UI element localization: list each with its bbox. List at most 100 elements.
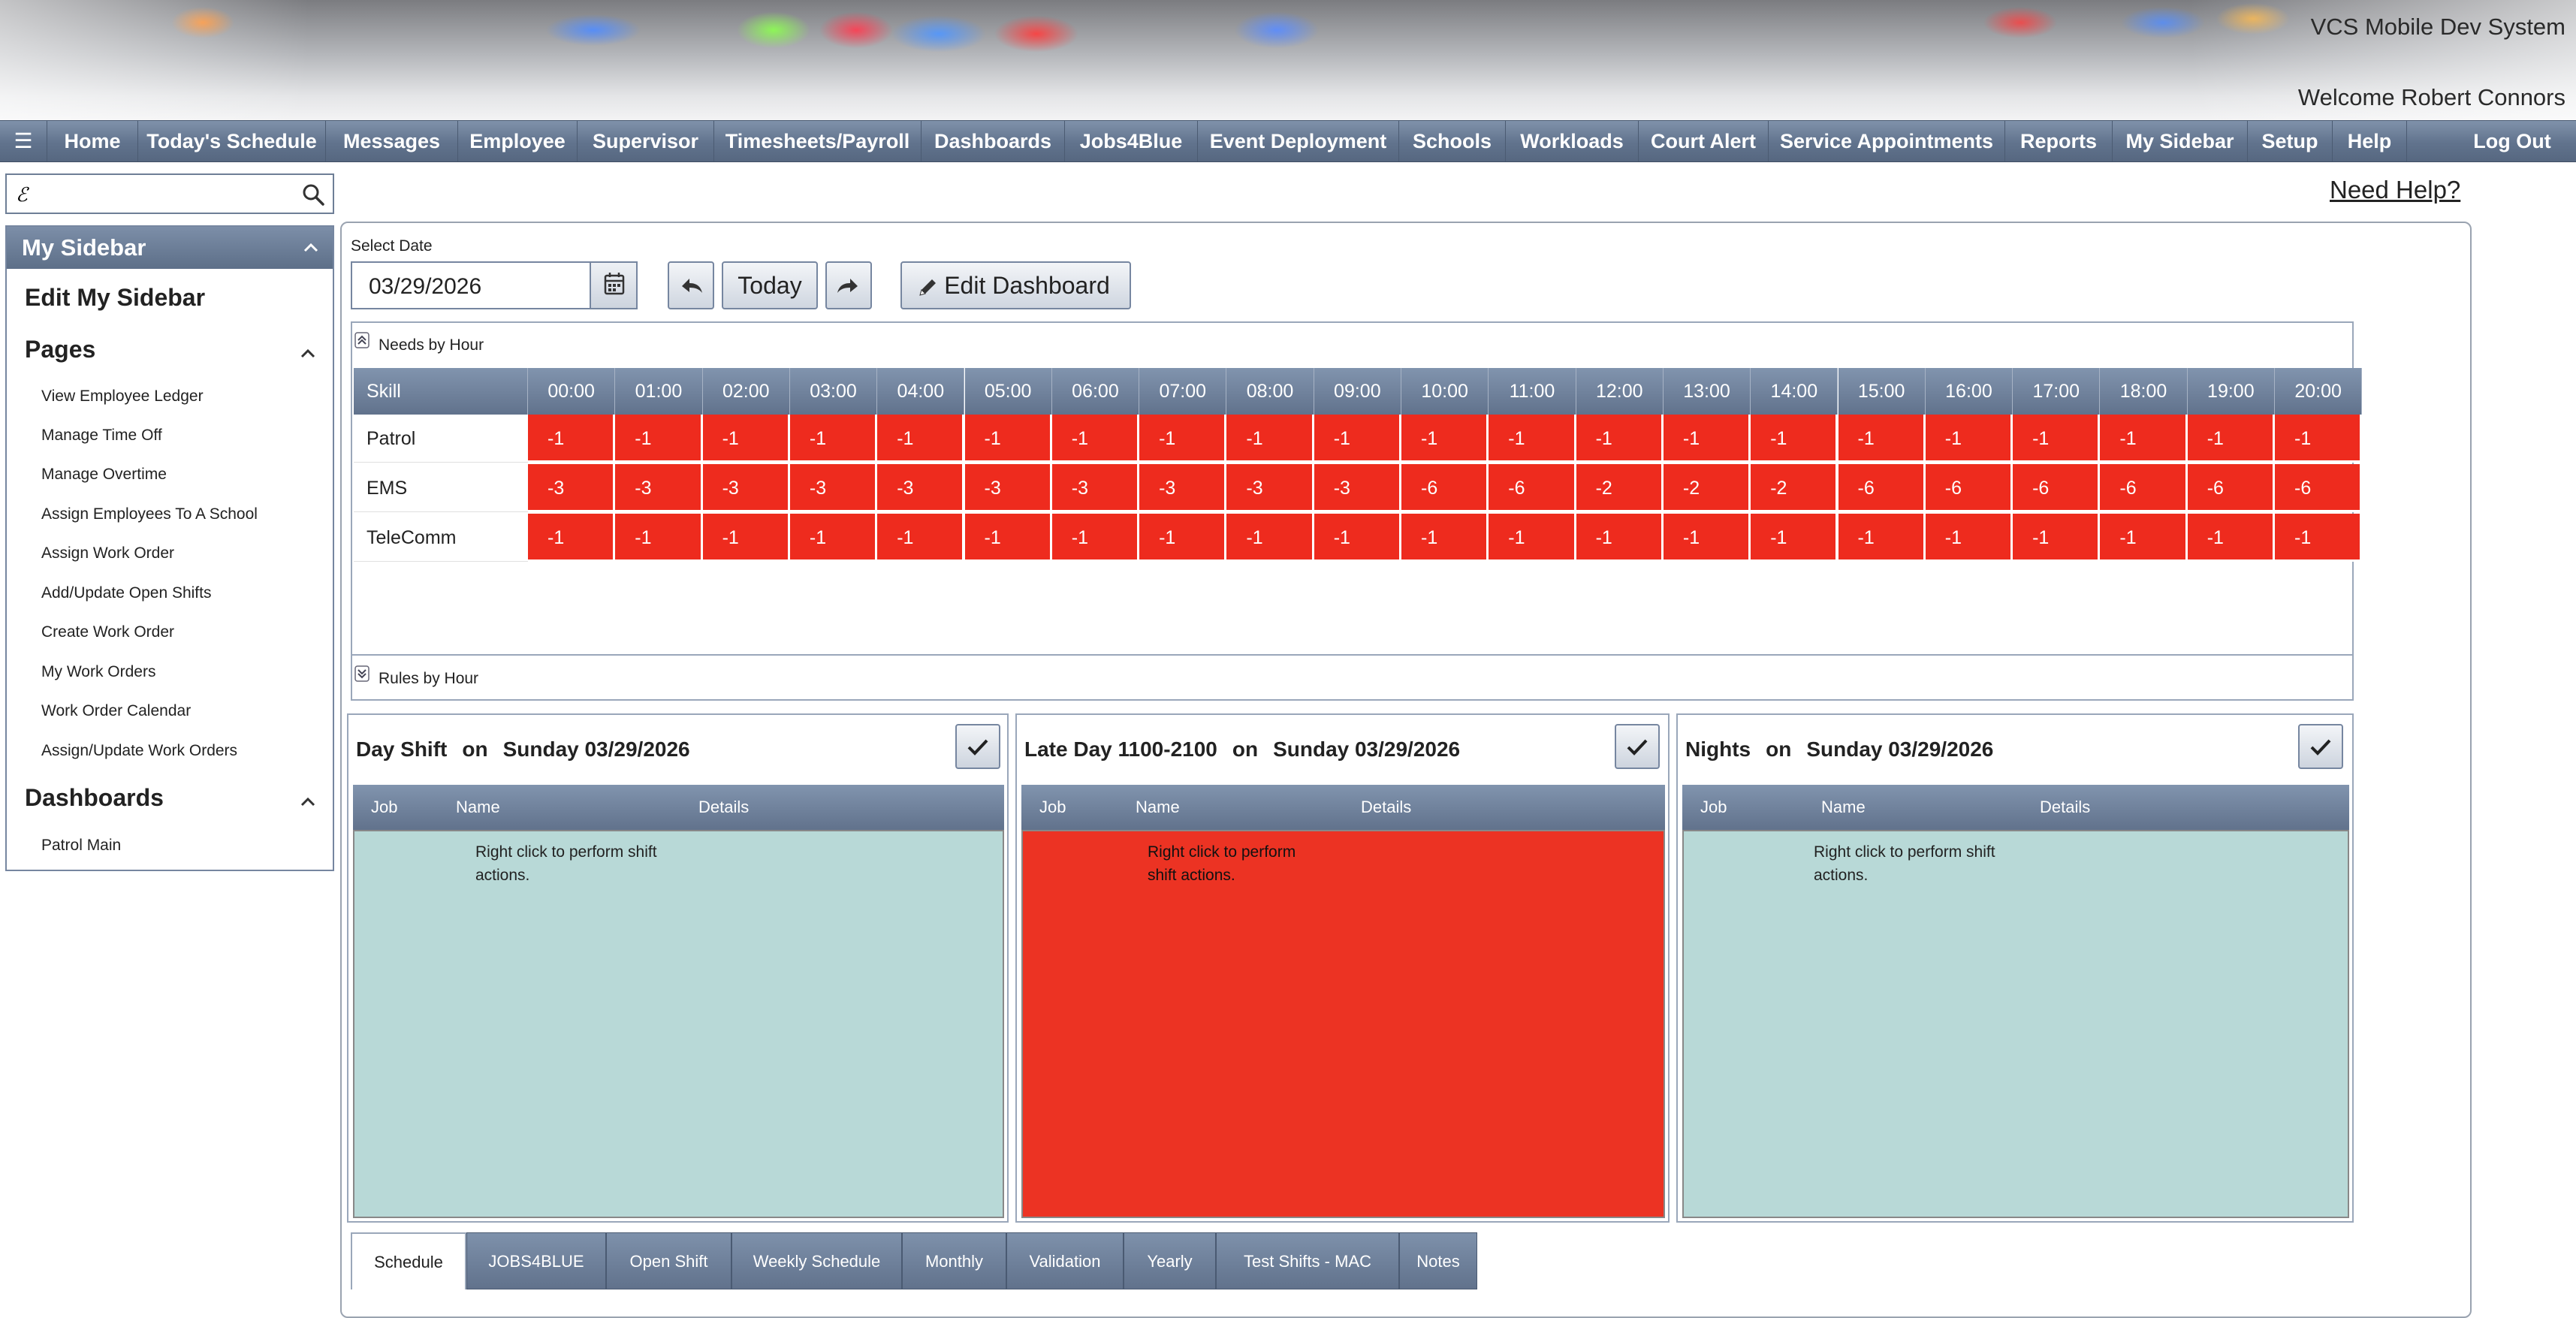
need-cell[interactable]: -1 <box>1401 514 1489 562</box>
need-cell[interactable]: -3 <box>877 464 965 512</box>
need-cell[interactable]: -1 <box>1663 514 1751 562</box>
shift-assignment-area[interactable]: Right click to perform shift actions. <box>1021 830 1665 1218</box>
nav-schools[interactable]: Schools <box>1399 121 1506 161</box>
nav-help[interactable]: Help <box>2333 121 2407 161</box>
sidebar-item-manage-overtime[interactable]: Manage Overtime <box>41 466 167 483</box>
need-cell[interactable]: -6 <box>1925 464 2013 512</box>
chevron-up-icon[interactable] <box>300 345 316 362</box>
nav-service-appointments[interactable]: Service Appointments <box>1769 121 2005 161</box>
need-cell[interactable]: -1 <box>1051 415 1140 463</box>
need-cell[interactable]: -1 <box>1226 415 1314 463</box>
need-cell[interactable]: -3 <box>1314 464 1401 512</box>
need-cell[interactable]: -1 <box>2275 514 2363 562</box>
need-cell[interactable]: -1 <box>615 415 703 463</box>
previous-day-button[interactable] <box>668 261 714 309</box>
need-cell[interactable]: -1 <box>789 514 878 562</box>
nav-event-deployment[interactable]: Event Deployment <box>1198 121 1399 161</box>
nav-todays-schedule[interactable]: Today's Schedule <box>138 121 326 161</box>
next-day-button[interactable] <box>825 261 872 309</box>
shift-confirm-button[interactable] <box>1615 724 1660 769</box>
need-cell[interactable]: -1 <box>964 415 1052 463</box>
need-cell[interactable]: -1 <box>1576 415 1664 463</box>
menu-icon[interactable]: ☰ <box>0 121 47 161</box>
nav-employee[interactable]: Employee <box>458 121 578 161</box>
need-cell[interactable]: -3 <box>528 464 616 512</box>
need-cell[interactable]: -1 <box>702 514 790 562</box>
need-cell[interactable]: -1 <box>2013 514 2101 562</box>
need-cell[interactable]: -1 <box>1751 415 1838 463</box>
need-cell[interactable]: -1 <box>1051 514 1140 562</box>
need-cell[interactable]: -1 <box>1314 415 1401 463</box>
need-cell[interactable]: -1 <box>1489 415 1576 463</box>
tab-jobs4blue[interactable]: JOBS4BLUE <box>466 1232 606 1289</box>
chevron-up-icon[interactable] <box>300 794 316 810</box>
chevron-up-icon[interactable] <box>303 240 319 256</box>
need-cell[interactable]: -1 <box>877 415 965 463</box>
need-cell[interactable]: -6 <box>2275 464 2363 512</box>
need-cell[interactable]: -3 <box>615 464 703 512</box>
tab-validation[interactable]: Validation <box>1006 1232 1124 1289</box>
edit-my-sidebar-link[interactable]: Edit My Sidebar <box>25 284 206 311</box>
need-cell[interactable]: -1 <box>1139 415 1227 463</box>
need-cell[interactable]: -3 <box>702 464 790 512</box>
tab-weekly-schedule[interactable]: Weekly Schedule <box>731 1232 902 1289</box>
need-cell[interactable]: -3 <box>1051 464 1140 512</box>
calendar-button[interactable] <box>590 263 636 308</box>
sidebar-item-assign-update-work-orders[interactable]: Assign/Update Work Orders <box>41 742 238 759</box>
need-cell[interactable]: -1 <box>2100 415 2188 463</box>
need-cell[interactable]: -1 <box>2100 514 2188 562</box>
need-cell[interactable]: -3 <box>789 464 878 512</box>
need-cell[interactable]: -6 <box>1401 464 1489 512</box>
tab-test-shifts-mac[interactable]: Test Shifts - MAC <box>1216 1232 1399 1289</box>
nav-workloads[interactable]: Workloads <box>1506 121 1639 161</box>
nav-jobs4blue[interactable]: Jobs4Blue <box>1065 121 1198 161</box>
need-cell[interactable]: -1 <box>2187 514 2275 562</box>
need-cell[interactable]: -6 <box>2187 464 2275 512</box>
need-cell[interactable]: -1 <box>2013 415 2101 463</box>
need-cell[interactable]: -1 <box>1838 415 1926 463</box>
collapse-up-icon[interactable] <box>354 332 370 348</box>
need-cell[interactable]: -1 <box>1925 514 2013 562</box>
need-cell[interactable]: -1 <box>877 514 965 562</box>
shift-confirm-button[interactable] <box>955 724 1000 769</box>
nav-supervisor[interactable]: Supervisor <box>578 121 714 161</box>
nav-timesheets-payroll[interactable]: Timesheets/Payroll <box>714 121 922 161</box>
tab-yearly[interactable]: Yearly <box>1124 1232 1216 1289</box>
need-cell[interactable]: -3 <box>1226 464 1314 512</box>
sidebar-item-work-order-calendar[interactable]: Work Order Calendar <box>41 702 192 719</box>
need-cell[interactable]: -2 <box>1576 464 1664 512</box>
need-cell[interactable]: -1 <box>528 415 616 463</box>
logout-button[interactable]: Log Out <box>2473 130 2551 152</box>
search-input[interactable] <box>14 179 295 210</box>
need-cell[interactable]: -1 <box>1401 415 1489 463</box>
tab-notes[interactable]: Notes <box>1399 1232 1477 1289</box>
need-cell[interactable]: -1 <box>1751 514 1838 562</box>
sidebar-item-assign-work-order[interactable]: Assign Work Order <box>41 544 174 562</box>
need-cell[interactable]: -2 <box>1751 464 1838 512</box>
nav-my-sidebar[interactable]: My Sidebar <box>2113 121 2248 161</box>
sidebar-header[interactable]: My Sidebar <box>7 227 333 269</box>
need-cell[interactable]: -1 <box>964 514 1052 562</box>
nav-court-alert[interactable]: Court Alert <box>1639 121 1769 161</box>
shift-assignment-area[interactable]: Right click to perform shift actions. <box>353 830 1004 1218</box>
need-cell[interactable]: -1 <box>702 415 790 463</box>
need-help-link[interactable]: Need Help? <box>2330 176 2461 204</box>
need-cell[interactable]: -1 <box>1314 514 1401 562</box>
expand-down-icon[interactable] <box>354 665 370 682</box>
sidebar-item-manage-time-off[interactable]: Manage Time Off <box>41 427 162 444</box>
sidebar-item-view-employee-ledger[interactable]: View Employee Ledger <box>41 388 204 405</box>
tab-monthly[interactable]: Monthly <box>902 1232 1006 1289</box>
need-cell[interactable]: -6 <box>2100 464 2188 512</box>
need-cell[interactable]: -1 <box>2275 415 2363 463</box>
need-cell[interactable]: -1 <box>615 514 703 562</box>
edit-dashboard-button[interactable]: Edit Dashboard <box>900 261 1131 309</box>
need-cell[interactable]: -1 <box>1489 514 1576 562</box>
need-cell[interactable]: -1 <box>1576 514 1664 562</box>
nav-home[interactable]: Home <box>47 121 138 161</box>
date-input[interactable] <box>367 270 581 303</box>
nav-reports[interactable]: Reports <box>2005 121 2113 161</box>
sidebar-item-patrol-main[interactable]: Patrol Main <box>41 837 122 854</box>
search-icon[interactable] <box>301 182 325 207</box>
need-cell[interactable]: -1 <box>2187 415 2275 463</box>
need-cell[interactable]: -1 <box>789 415 878 463</box>
